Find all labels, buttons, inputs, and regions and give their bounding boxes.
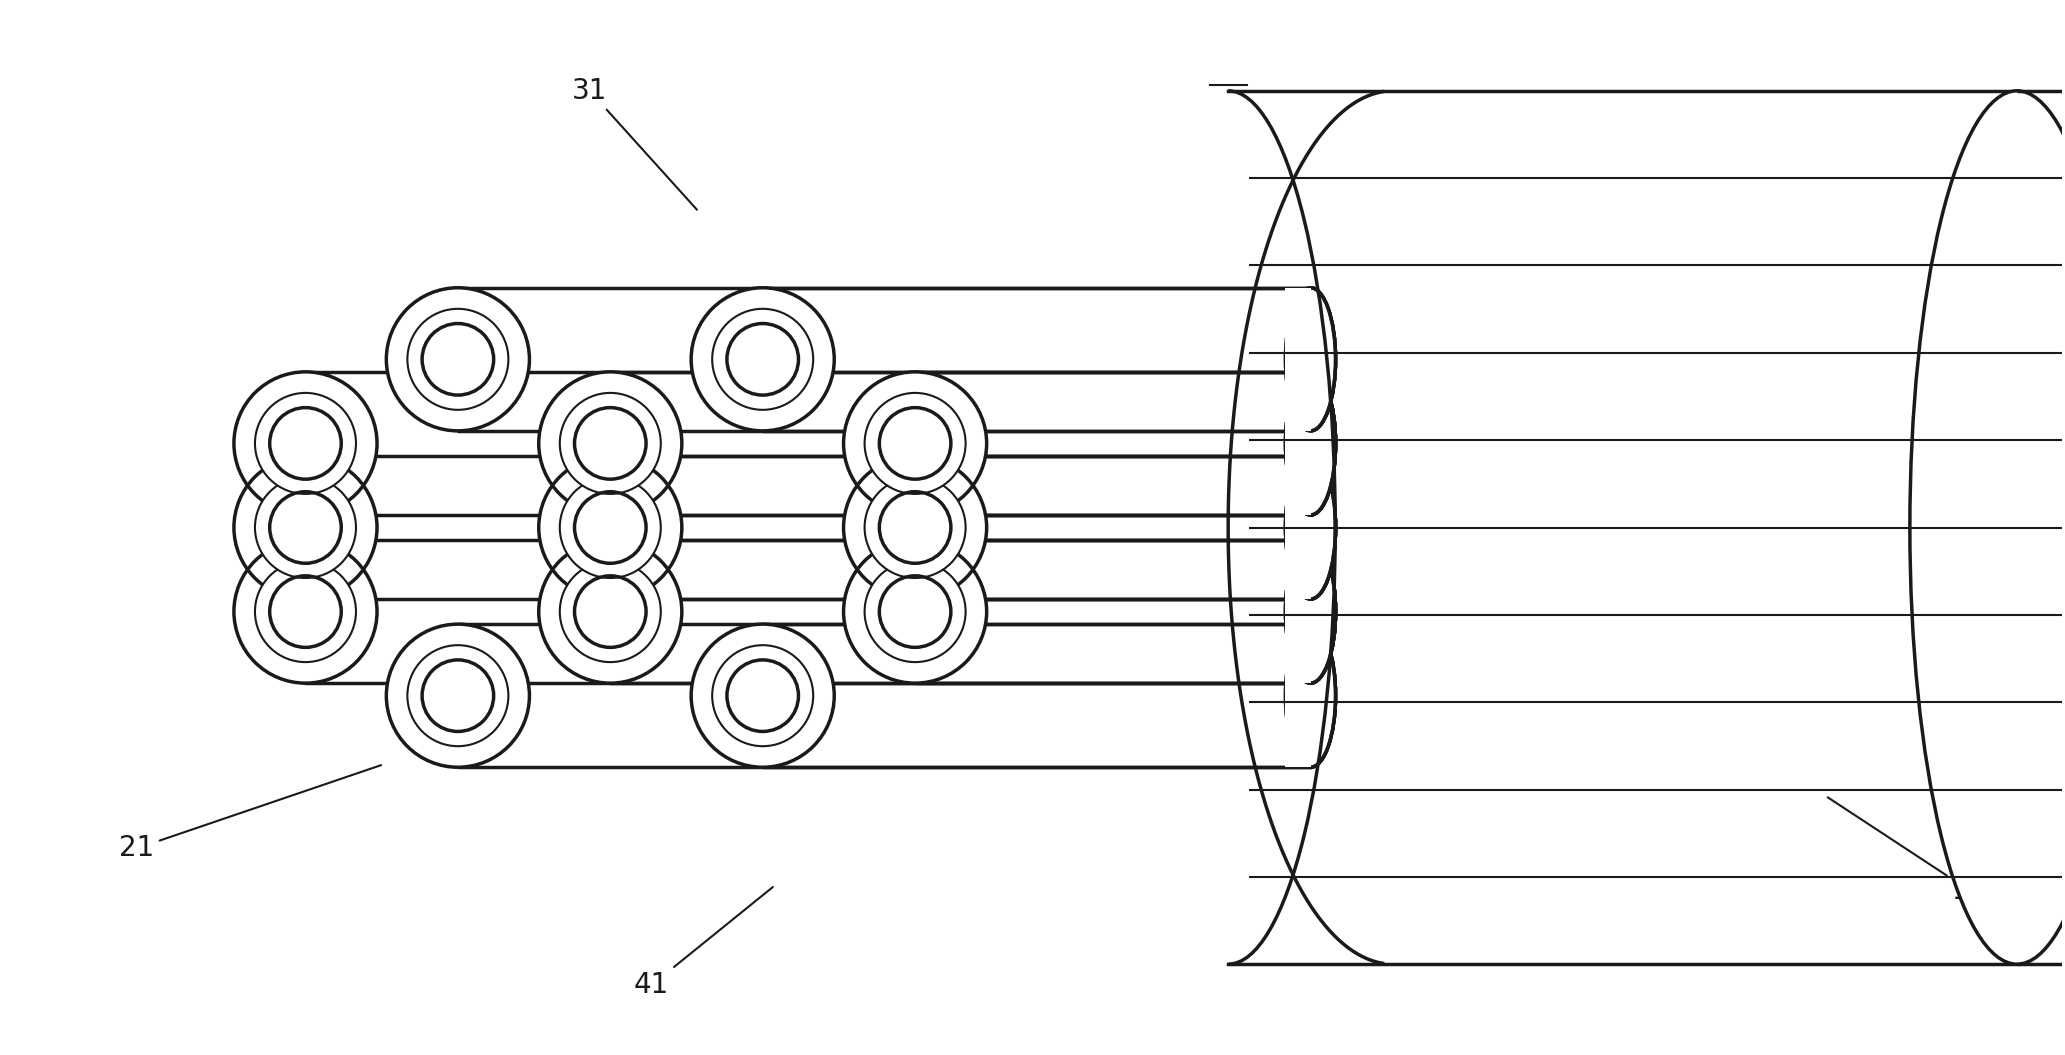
Circle shape <box>560 561 661 663</box>
Circle shape <box>560 392 661 494</box>
Ellipse shape <box>1286 456 1336 599</box>
Ellipse shape <box>1286 456 1336 599</box>
Ellipse shape <box>1286 371 1336 515</box>
Circle shape <box>254 477 355 578</box>
Circle shape <box>845 456 987 599</box>
Bar <box>1284 540 1311 684</box>
Circle shape <box>539 540 681 684</box>
Circle shape <box>539 371 681 515</box>
Text: 11: 11 <box>1828 798 1987 904</box>
Circle shape <box>407 646 508 746</box>
Ellipse shape <box>1286 625 1336 767</box>
Bar <box>1284 625 1311 767</box>
Circle shape <box>386 288 529 430</box>
Ellipse shape <box>1286 456 1336 599</box>
Ellipse shape <box>1286 288 1336 430</box>
Text: 41: 41 <box>634 887 772 999</box>
FancyBboxPatch shape <box>1229 91 2018 964</box>
Circle shape <box>560 477 661 578</box>
Circle shape <box>845 371 987 515</box>
Circle shape <box>539 456 681 599</box>
Ellipse shape <box>1286 540 1336 684</box>
Circle shape <box>692 625 834 767</box>
Bar <box>1284 371 1311 515</box>
Ellipse shape <box>1286 288 1336 430</box>
Text: 31: 31 <box>572 77 698 210</box>
Circle shape <box>712 646 814 746</box>
Circle shape <box>712 309 814 409</box>
Circle shape <box>865 392 966 494</box>
Circle shape <box>233 371 378 515</box>
Bar <box>1284 288 1311 430</box>
Circle shape <box>254 392 355 494</box>
Circle shape <box>692 288 834 430</box>
Bar <box>1284 625 1311 767</box>
Bar <box>1284 540 1311 684</box>
Circle shape <box>386 625 529 767</box>
Circle shape <box>865 561 966 663</box>
Circle shape <box>233 456 378 599</box>
Circle shape <box>233 540 378 684</box>
Bar <box>1284 456 1311 599</box>
Bar <box>1284 371 1311 515</box>
Ellipse shape <box>1286 540 1336 684</box>
Bar <box>1284 371 1311 515</box>
Circle shape <box>865 477 966 578</box>
Ellipse shape <box>1286 540 1336 684</box>
Ellipse shape <box>1286 371 1336 515</box>
Text: 21: 21 <box>120 765 382 862</box>
Circle shape <box>407 309 508 409</box>
Circle shape <box>254 561 355 663</box>
Circle shape <box>845 540 987 684</box>
Bar <box>1284 540 1311 684</box>
Ellipse shape <box>1286 371 1336 515</box>
Bar <box>1284 288 1311 430</box>
Bar <box>1284 456 1311 599</box>
Ellipse shape <box>1910 91 2065 964</box>
Bar <box>1284 456 1311 599</box>
Ellipse shape <box>1286 625 1336 767</box>
